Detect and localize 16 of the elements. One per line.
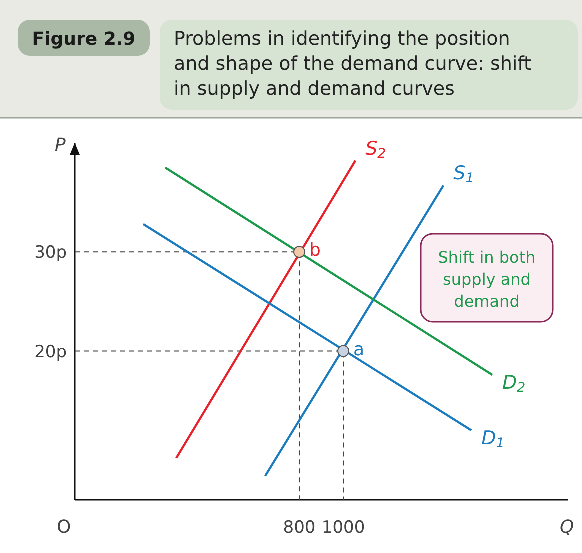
y-tick-label: 20p: [34, 342, 67, 362]
y-axis-title: P: [55, 135, 66, 156]
annotation: Shift in both supply and demand: [438, 248, 536, 311]
series-label: S$_{1}$: [454, 162, 474, 187]
chart-title: Problems in identifying the position and shape of the demand curve: shift in supply and demand curves: [174, 28, 532, 100]
y-tick-label: 30p: [34, 243, 67, 264]
annotation: b: [309, 240, 321, 262]
series-label: S$_{2}$: [366, 138, 386, 162]
text: O: [57, 517, 72, 538]
annotation: a: [354, 339, 365, 360]
caption: Figure 2.9: [32, 29, 136, 50]
x-axis-title: Q: [560, 517, 574, 538]
x-tick-label: 1000: [322, 518, 366, 538]
series-label: D$_{1}$: [482, 428, 505, 452]
series-label: D$_{2}$: [502, 372, 526, 396]
x-tick-label: 800: [283, 518, 316, 538]
